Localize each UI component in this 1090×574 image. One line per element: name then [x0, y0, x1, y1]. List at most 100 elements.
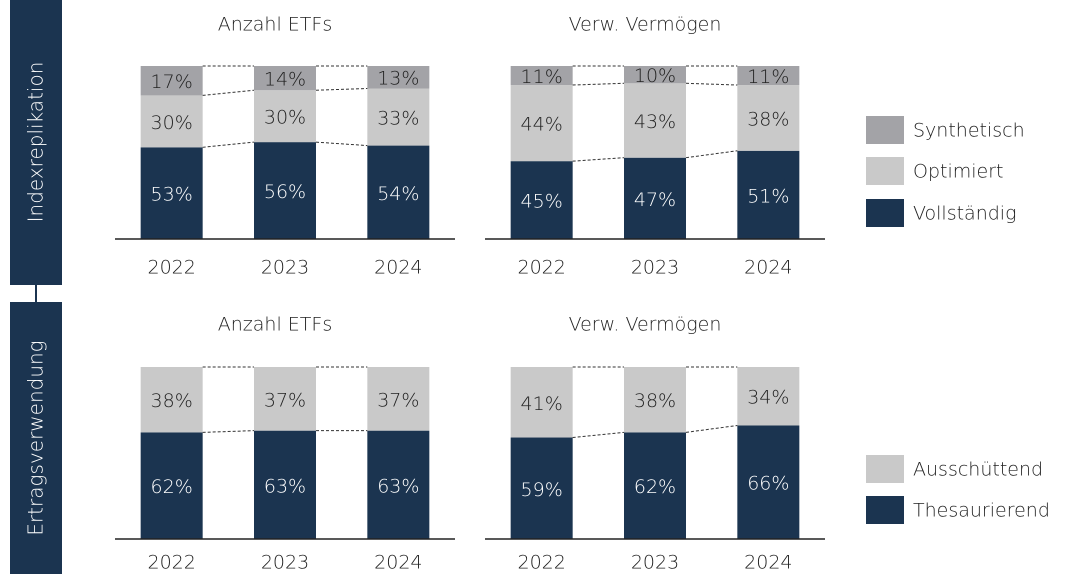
legend-swatch: [866, 199, 904, 227]
data-label: 63%: [264, 475, 306, 497]
connector: [202, 141, 255, 148]
connector: [315, 141, 368, 147]
bar-segment: [367, 367, 430, 431]
bar-segment: [254, 142, 316, 239]
bar-segment: [140, 367, 203, 433]
bar-segment: [254, 430, 316, 539]
data-label: 34%: [747, 387, 789, 409]
data-label: 62%: [151, 476, 193, 498]
connector: [202, 430, 255, 433]
bar-segment: [510, 161, 573, 239]
bar-segment: [140, 95, 203, 148]
x-tick-label: 2023: [631, 257, 679, 279]
data-label: 45%: [521, 191, 563, 213]
data-label: 44%: [521, 114, 563, 136]
connector: [685, 424, 738, 433]
bar-segment: [367, 66, 430, 89]
bar-segment: [737, 150, 800, 239]
data-label: 47%: [634, 189, 676, 211]
bar-segment: [367, 88, 430, 146]
bar-segment: [510, 367, 573, 438]
data-label: 66%: [747, 473, 789, 495]
bar-segment: [624, 66, 686, 84]
legend-swatch: [866, 116, 904, 144]
x-tick-label: 2022: [517, 552, 565, 574]
data-label: 43%: [634, 111, 676, 133]
x-tick-label: 2024: [374, 552, 422, 574]
chart-title: Verw. Vermögen: [569, 314, 722, 336]
data-label: 11%: [747, 66, 789, 88]
x-tick-label: 2023: [631, 552, 679, 574]
legend-label: Synthetisch: [913, 120, 1025, 142]
chart-title: Verw. Vermögen: [569, 14, 722, 36]
data-label: 11%: [521, 66, 563, 88]
data-label: 41%: [521, 393, 563, 415]
bar-segment: [624, 157, 686, 239]
bar-segment: [254, 90, 316, 143]
x-tick-label: 2023: [261, 257, 309, 279]
connector: [572, 431, 625, 439]
row-label: Indexreplikation: [24, 62, 48, 223]
connector: [202, 89, 255, 96]
x-tick-label: 2022: [147, 552, 195, 574]
x-tick-label: 2024: [374, 257, 422, 279]
data-label: 38%: [747, 108, 789, 130]
bar-segment: [737, 85, 800, 151]
data-label: 30%: [264, 107, 306, 129]
data-label: 38%: [151, 390, 193, 412]
legend-label: Vollständig: [913, 203, 1016, 225]
side-panel: [10, 0, 62, 285]
legend-label: Ausschüttend: [913, 459, 1043, 481]
bar-segment: [140, 147, 203, 239]
bar-segment: [737, 66, 800, 86]
bar-segment: [254, 66, 316, 91]
bar-segment: [737, 367, 800, 426]
bar-segment: [510, 85, 573, 162]
chart-title: Anzahl ETFs: [218, 314, 332, 336]
bar-segment: [624, 83, 686, 158]
legend-swatch: [866, 157, 904, 185]
data-label: 56%: [264, 181, 306, 203]
x-tick-label: 2024: [744, 257, 792, 279]
connector: [315, 87, 368, 91]
chart-title: Anzahl ETFs: [218, 14, 332, 36]
data-label: 37%: [264, 389, 306, 411]
x-tick-label: 2024: [744, 552, 792, 574]
data-label: 53%: [151, 184, 193, 206]
data-label: 38%: [634, 390, 676, 412]
bar-segment: [510, 437, 573, 539]
x-tick-label: 2022: [147, 257, 195, 279]
connector: [685, 82, 738, 86]
bar-segment: [510, 66, 573, 86]
x-tick-label: 2022: [517, 257, 565, 279]
data-label: 54%: [377, 183, 419, 205]
legend-swatch: [866, 455, 904, 483]
data-label: 59%: [521, 479, 563, 501]
data-label: 10%: [634, 65, 676, 87]
bar-segment: [254, 367, 316, 431]
legend-label: Optimiert: [913, 161, 1003, 183]
data-label: 17%: [151, 71, 193, 93]
data-label: 62%: [634, 476, 676, 498]
legend-label: Thesaurierend: [913, 500, 1050, 522]
connector: [572, 157, 625, 162]
side-panel: [10, 302, 62, 574]
data-label: 13%: [377, 68, 419, 90]
bar-segment: [367, 145, 430, 239]
bar-segment: [140, 432, 203, 539]
data-label: 30%: [151, 112, 193, 134]
data-label: 51%: [747, 185, 789, 207]
row-label: Ertragsverwendung: [24, 340, 48, 535]
bar-segment: [737, 425, 800, 539]
legend-swatch: [866, 496, 904, 524]
data-label: 37%: [377, 389, 419, 411]
connector: [572, 82, 625, 86]
bar-segment: [624, 367, 686, 433]
data-label: 14%: [264, 69, 306, 91]
bar-segment: [624, 432, 686, 539]
x-tick-label: 2023: [261, 552, 309, 574]
bar-segment: [367, 430, 430, 539]
data-label: 63%: [377, 475, 419, 497]
data-label: 33%: [377, 108, 419, 130]
